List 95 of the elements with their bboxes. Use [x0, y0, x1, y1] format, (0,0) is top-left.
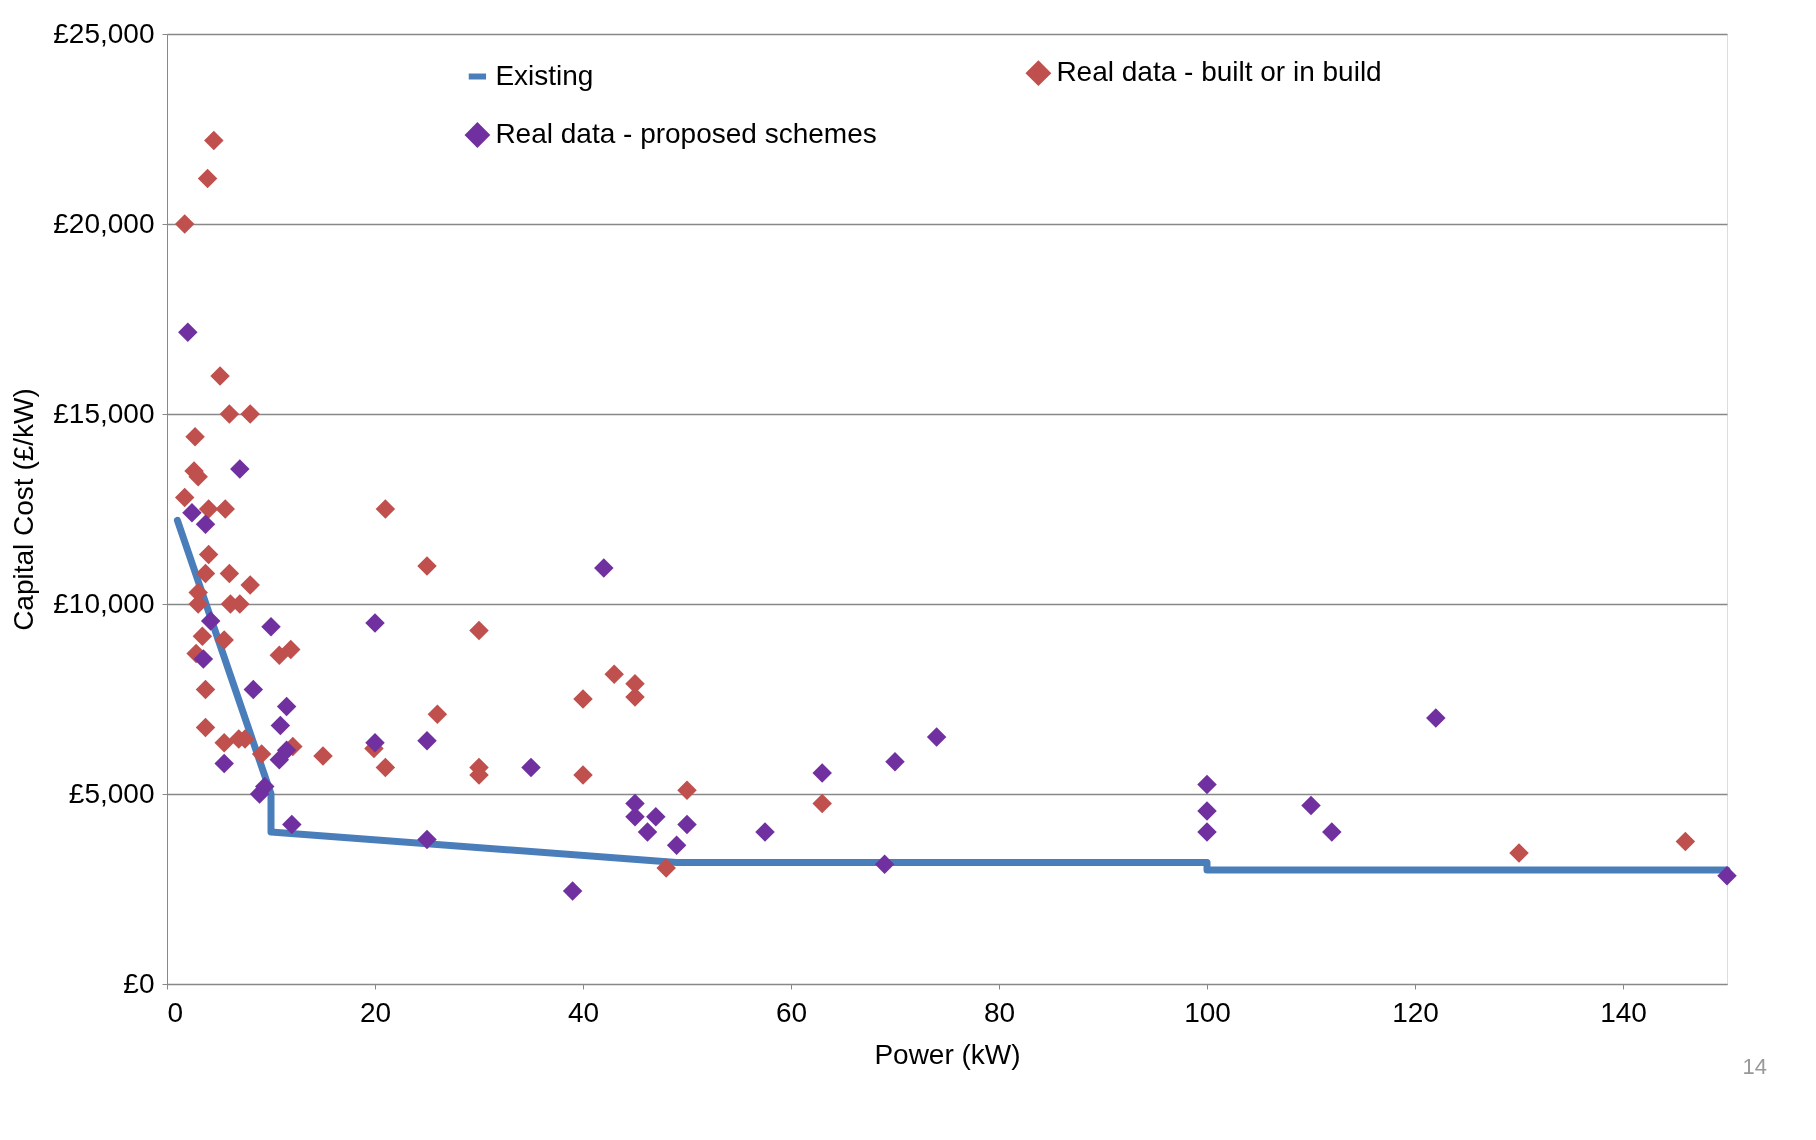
point — [200, 611, 221, 631]
point — [240, 575, 260, 595]
point — [637, 822, 658, 842]
point — [1322, 822, 1342, 842]
y-tick-label: £20,000 — [53, 207, 155, 239]
point — [1509, 843, 1529, 863]
point — [219, 404, 240, 424]
point — [195, 563, 216, 584]
point — [562, 881, 583, 901]
x-tick-label: 20 — [359, 996, 392, 1028]
point — [375, 757, 396, 778]
x-tick-label: 40 — [567, 996, 600, 1028]
point — [230, 459, 250, 479]
point — [1197, 801, 1217, 821]
point — [192, 626, 213, 647]
point — [270, 715, 291, 736]
point — [276, 696, 297, 717]
point — [812, 793, 832, 814]
point — [249, 784, 270, 804]
point — [1717, 865, 1737, 886]
point — [573, 765, 593, 785]
point — [656, 858, 676, 878]
y-tick-label: £5,000 — [68, 777, 155, 809]
y-tick-label: £0 — [123, 967, 155, 999]
point — [215, 499, 235, 519]
point — [417, 731, 437, 751]
point — [1197, 822, 1217, 842]
point — [755, 822, 775, 842]
point — [178, 322, 198, 343]
legend-label: Real data - proposed schemes — [495, 118, 877, 149]
point — [812, 763, 832, 783]
point — [195, 679, 216, 700]
x-axis-title: Power (kW) — [874, 1038, 1021, 1070]
point — [214, 753, 234, 774]
point — [365, 613, 385, 633]
point — [874, 854, 895, 875]
point — [521, 757, 541, 778]
point — [219, 563, 240, 584]
point — [214, 732, 234, 753]
point — [604, 664, 624, 685]
point — [646, 807, 666, 827]
point — [375, 499, 396, 519]
point — [204, 130, 224, 151]
x-tick-label: 120 — [1392, 996, 1439, 1028]
point — [417, 829, 437, 850]
point — [269, 645, 290, 666]
point — [885, 751, 905, 772]
y-tick-label: £25,000 — [53, 17, 155, 49]
point — [594, 558, 614, 578]
point — [417, 556, 437, 576]
point — [313, 746, 333, 766]
legend-label: Real data - built or in build — [1056, 56, 1382, 88]
point — [1301, 795, 1321, 816]
point — [243, 679, 264, 700]
point — [677, 814, 697, 835]
x-tick-label: 60 — [775, 996, 808, 1028]
y-axis-title: Capital Cost (£/kW) — [8, 388, 40, 631]
x-tick-label: 100 — [1184, 996, 1231, 1028]
point — [281, 639, 301, 660]
y-tick-label: £15,000 — [53, 397, 155, 429]
point — [210, 366, 230, 386]
point — [197, 168, 218, 189]
point — [174, 214, 195, 234]
point — [625, 687, 645, 707]
point — [625, 807, 645, 827]
legend-label: Existing — [495, 59, 594, 91]
point — [195, 514, 216, 534]
x-tick-label: 140 — [1600, 996, 1647, 1028]
point — [193, 649, 214, 669]
x-tick-label: 0 — [167, 996, 184, 1028]
point — [926, 727, 947, 747]
text: 14 — [1742, 1054, 1767, 1079]
point — [1197, 774, 1217, 795]
point — [182, 503, 202, 523]
point — [666, 835, 687, 856]
point — [240, 404, 260, 424]
point — [198, 544, 219, 565]
x-tick-label: 80 — [983, 996, 1016, 1028]
point — [573, 689, 593, 709]
point — [282, 814, 302, 835]
y-tick-label: £10,000 — [53, 587, 155, 619]
point — [251, 744, 272, 764]
point — [1675, 831, 1696, 852]
point — [677, 780, 697, 800]
point — [365, 732, 385, 753]
point — [1426, 708, 1446, 728]
point — [261, 617, 281, 637]
point — [174, 487, 195, 508]
point — [469, 620, 489, 641]
point — [214, 630, 234, 650]
point — [269, 750, 290, 770]
point — [195, 717, 216, 738]
point — [198, 499, 219, 519]
point — [427, 704, 448, 724]
point — [185, 427, 205, 447]
